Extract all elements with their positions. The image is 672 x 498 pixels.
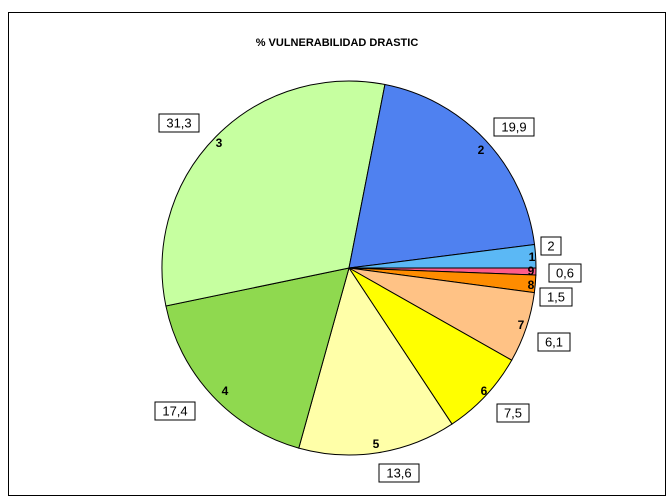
value-box-6 [496, 403, 530, 423]
value-text-8: 1,5 [547, 289, 565, 304]
pie-slice-1 [348, 243, 537, 269]
value-text-2: 19,9 [501, 119, 526, 134]
pie-slice-2 [348, 83, 536, 269]
slice-number-4: 4 [222, 384, 229, 398]
pie-slice-5 [298, 266, 453, 456]
value-label-1: 2 [540, 236, 562, 256]
value-label-2: 19,9 [493, 117, 535, 137]
pie-slice-4 [165, 267, 350, 449]
slice-number-5: 5 [373, 437, 380, 451]
value-label-7: 6,1 [537, 332, 571, 352]
value-text-4: 17,4 [162, 403, 187, 418]
value-label-3: 31,3 [158, 113, 200, 133]
value-box-1 [540, 236, 562, 256]
value-box-8 [539, 287, 573, 307]
slice-number-1: 1 [529, 250, 536, 264]
slice-number-8: 8 [528, 278, 535, 292]
value-label-8: 1,5 [539, 287, 573, 307]
value-text-9: 0,6 [556, 265, 574, 280]
value-text-6: 7,5 [504, 405, 522, 420]
value-text-3: 31,3 [166, 115, 191, 130]
value-box-4 [154, 401, 196, 421]
slice-number-2: 2 [478, 143, 485, 157]
value-label-9: 0,6 [548, 263, 582, 283]
value-label-6: 7,5 [496, 403, 530, 423]
slice-number-7: 7 [518, 318, 525, 332]
slice-number-9: 9 [528, 264, 535, 278]
value-text-5: 13,6 [386, 465, 411, 480]
value-box-9 [548, 263, 582, 283]
value-box-2 [493, 117, 535, 137]
value-text-7: 6,1 [545, 334, 563, 349]
chart-title: % VULNERABILIDAD DRASTIC [255, 37, 419, 49]
slice-number-3: 3 [216, 136, 223, 150]
value-box-5 [378, 463, 420, 483]
value-box-3 [158, 113, 200, 133]
value-label-4: 17,4 [154, 401, 196, 421]
pie-slice-3 [161, 80, 386, 307]
value-label-5: 13,6 [378, 463, 420, 483]
value-text-1: 2 [547, 238, 554, 253]
pie-slices [161, 80, 537, 456]
slice-number-6: 6 [481, 384, 488, 398]
value-box-7 [537, 332, 571, 352]
